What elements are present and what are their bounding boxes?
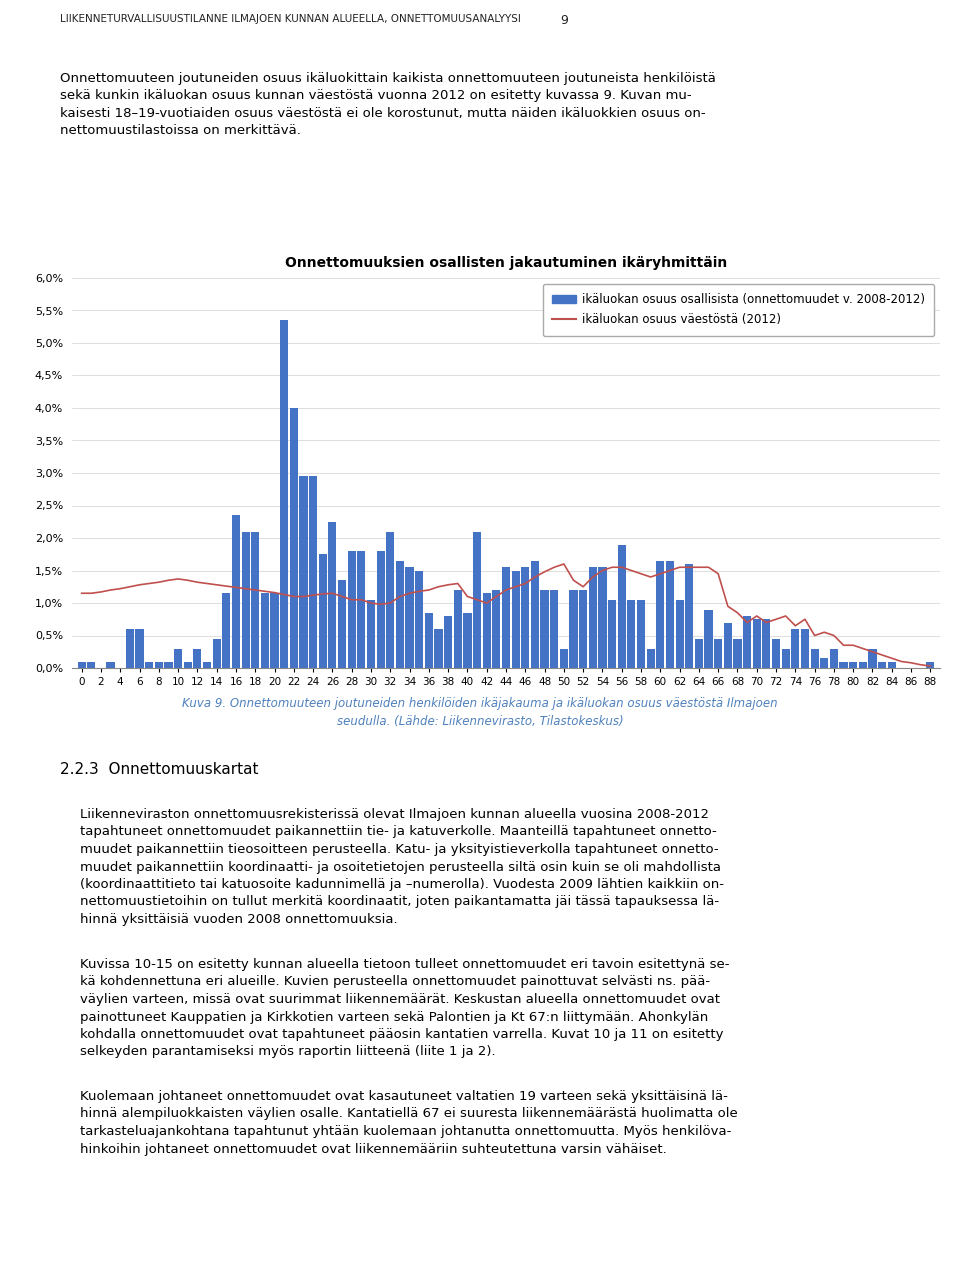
Bar xyxy=(164,661,173,668)
Bar xyxy=(569,590,578,668)
Bar xyxy=(376,551,385,668)
Bar xyxy=(454,590,462,668)
Bar xyxy=(810,649,819,668)
Bar xyxy=(781,649,790,668)
Bar xyxy=(107,661,114,668)
Bar xyxy=(588,567,597,668)
Text: seudulla. (Lähde: Liikennevirasto, Tilastokeskus): seudulla. (Lähde: Liikennevirasto, Tilas… xyxy=(337,715,623,728)
Bar xyxy=(87,661,95,668)
Text: Liikenneviraston onnettomuusrekisterissä olevat Ilmajoen kunnan alueella vuosina: Liikenneviraston onnettomuusrekisterissä… xyxy=(80,808,724,926)
Bar xyxy=(598,567,607,668)
Bar xyxy=(280,321,288,668)
Bar xyxy=(183,661,192,668)
Bar xyxy=(212,639,221,668)
Bar xyxy=(685,563,693,668)
Bar xyxy=(135,628,144,668)
Bar xyxy=(636,600,645,668)
Bar xyxy=(714,639,722,668)
Bar xyxy=(434,628,443,668)
Bar xyxy=(78,661,85,668)
Bar xyxy=(222,593,230,668)
Bar xyxy=(424,613,433,668)
Bar xyxy=(743,616,752,668)
Bar xyxy=(252,532,259,668)
Bar xyxy=(705,609,712,668)
Bar xyxy=(405,567,414,668)
Bar xyxy=(261,593,269,668)
Bar xyxy=(271,593,278,668)
Bar xyxy=(473,532,481,668)
Bar xyxy=(829,649,838,668)
Bar xyxy=(357,551,366,668)
Bar xyxy=(772,639,780,668)
Text: Kuolemaan johtaneet onnettomuudet ovat kasautuneet valtatien 19 varteen sekä yks: Kuolemaan johtaneet onnettomuudet ovat k… xyxy=(80,1090,737,1155)
Bar xyxy=(300,476,307,668)
Bar xyxy=(396,561,404,668)
Bar xyxy=(126,628,134,668)
Bar xyxy=(617,544,626,668)
Bar xyxy=(464,613,471,668)
Bar xyxy=(647,649,655,668)
Bar xyxy=(753,619,761,668)
Legend: ikäluokan osuus osallisista (onnettomuudet v. 2008-2012), ikäluokan osuus väestö: ikäluokan osuus osallisista (onnettomuud… xyxy=(542,284,934,336)
Bar xyxy=(367,600,375,668)
Title: Onnettomuuksien osallisten jakautuminen ikäryhmittäin: Onnettomuuksien osallisten jakautuminen … xyxy=(285,256,727,270)
Bar xyxy=(309,476,317,668)
Text: 9: 9 xyxy=(560,14,568,27)
Bar xyxy=(762,619,771,668)
Bar xyxy=(666,561,674,668)
Text: Kuva 9. Onnettomuuteen joutuneiden henkilöiden ikäjakauma ja ikäluokan osuus väe: Kuva 9. Onnettomuuteen joutuneiden henki… xyxy=(182,697,778,710)
Bar xyxy=(348,551,356,668)
Bar xyxy=(676,600,684,668)
Bar xyxy=(338,580,347,668)
Bar xyxy=(193,649,202,668)
Bar xyxy=(531,561,539,668)
Bar xyxy=(319,555,326,668)
Bar xyxy=(145,661,154,668)
Bar xyxy=(869,649,876,668)
Text: Kuvissa 10-15 on esitetty kunnan alueella tietoon tulleet onnettomuudet eri tavo: Kuvissa 10-15 on esitetty kunnan alueell… xyxy=(80,958,730,1058)
Text: LIIKENNETURVALLISUUSTILANNE ILMAJOEN KUNNAN ALUEELLA, ONNETTOMUUSANALYYSI: LIIKENNETURVALLISUUSTILANNE ILMAJOEN KUN… xyxy=(60,14,521,24)
Bar xyxy=(444,616,452,668)
Bar xyxy=(608,600,616,668)
Bar xyxy=(839,661,848,668)
Bar xyxy=(492,590,500,668)
Bar xyxy=(386,532,395,668)
Bar xyxy=(878,661,886,668)
Bar xyxy=(232,515,240,668)
Text: Onnettomuuteen joutuneiden osuus ikäluokittain kaikista onnettomuuteen joutuneis: Onnettomuuteen joutuneiden osuus ikäluok… xyxy=(60,73,716,137)
Bar xyxy=(695,639,703,668)
Bar xyxy=(203,661,211,668)
Bar xyxy=(859,661,867,668)
Bar xyxy=(657,561,664,668)
Bar xyxy=(801,628,809,668)
Bar xyxy=(174,649,182,668)
Bar xyxy=(512,571,519,668)
Text: 2.2.3  Onnettomuuskartat: 2.2.3 Onnettomuuskartat xyxy=(60,762,258,777)
Bar xyxy=(733,639,741,668)
Bar xyxy=(502,567,510,668)
Bar xyxy=(579,590,588,668)
Bar xyxy=(290,408,298,668)
Bar xyxy=(242,532,250,668)
Bar xyxy=(521,567,529,668)
Bar xyxy=(483,593,491,668)
Bar xyxy=(328,522,337,668)
Bar xyxy=(888,661,896,668)
Bar xyxy=(820,658,828,668)
Bar xyxy=(724,622,732,668)
Bar xyxy=(415,571,423,668)
Bar xyxy=(540,590,549,668)
Bar xyxy=(560,649,568,668)
Bar xyxy=(550,590,559,668)
Bar xyxy=(791,628,800,668)
Bar xyxy=(926,661,934,668)
Bar xyxy=(627,600,636,668)
Bar xyxy=(849,661,857,668)
Bar xyxy=(155,661,163,668)
